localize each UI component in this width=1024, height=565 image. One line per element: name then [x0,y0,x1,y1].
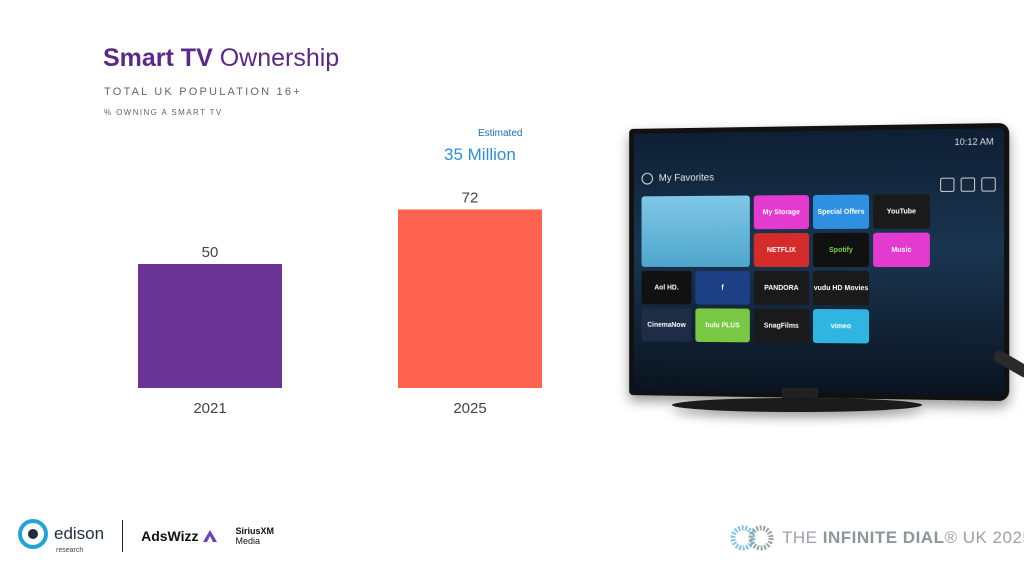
tv-tile: NETFLIX [753,233,810,267]
tv-tile: hulu PLUS [695,308,750,343]
page-title: Smart TV Ownership [103,44,340,72]
page-sub-subtitle: % OWNING A SMART TV [104,108,223,117]
bar-2025 [398,209,542,388]
tv-tile: f [695,270,750,305]
tv-tile: YouTube [873,194,930,229]
tv-weather-tile [641,195,750,267]
edison-wordmark: edison [54,524,105,543]
tv-tile: Spotify [813,232,870,268]
annotation-estimated: Estimated [478,128,523,139]
tv-gear-icon [981,177,996,192]
value-label-2021: 50 [202,244,219,261]
tv-tile: Special Offers [813,194,870,230]
infinite-dial-logo: THE INFINITE DIAL® UK 2025 [730,525,1024,551]
edison-subword: research [56,547,84,554]
tv-tile: My Storage [753,195,810,230]
x-tick-label-2021: 2021 [193,400,226,417]
tv-tile: vimeo [813,308,870,344]
footer-logos: edison research AdsWizz SiriusXM Media [16,517,274,554]
tv-clock: 10:12 AM [954,136,994,148]
infinite-dial-icon [730,525,774,551]
x-tick-label-2025: 2025 [453,400,486,417]
tv-tile: vudu HD Movies [813,270,870,306]
tv-tile: CinemaNow [641,308,692,342]
edison-research-logo: edison research [16,517,104,554]
infinite-dial-text: THE INFINITE DIAL® UK 2025 [782,528,1024,547]
page-subtitle: TOTAL UK POPULATION 16+ [104,86,302,98]
annotation-35-million: 35 Million [444,145,516,164]
value-label-2025: 72 [462,189,479,206]
tv-menu-icon [940,177,955,192]
adswizz-logo: AdsWizz [141,527,199,544]
tv-top-icons [940,177,996,192]
siriusxm-media-logo: SiriusXM Media [235,525,275,546]
bar-2021 [138,264,282,388]
footer-divider [122,519,124,552]
tv-stand-base [672,398,922,412]
heart-icon [641,172,654,185]
tv-tile: Aol HD. [641,270,692,305]
tv-tile: SnagFilms [753,308,810,343]
tv-screen: 10:12 AM My Favorites My Storage Special… [629,122,1010,402]
smart-tv-illustration: 10:12 AM My Favorites My Storage Special… [612,120,1024,450]
tv-favorites-label: My Favorites [641,172,714,185]
bar-chart: 50 2021 72 2025 [138,189,542,417]
tv-tile: Music [873,232,930,268]
tv-alert-icon [960,177,976,192]
edison-swirl-icon [18,519,48,549]
adswizz-chevron-icon [202,529,217,542]
tv-tile: PANDORA [753,270,810,305]
